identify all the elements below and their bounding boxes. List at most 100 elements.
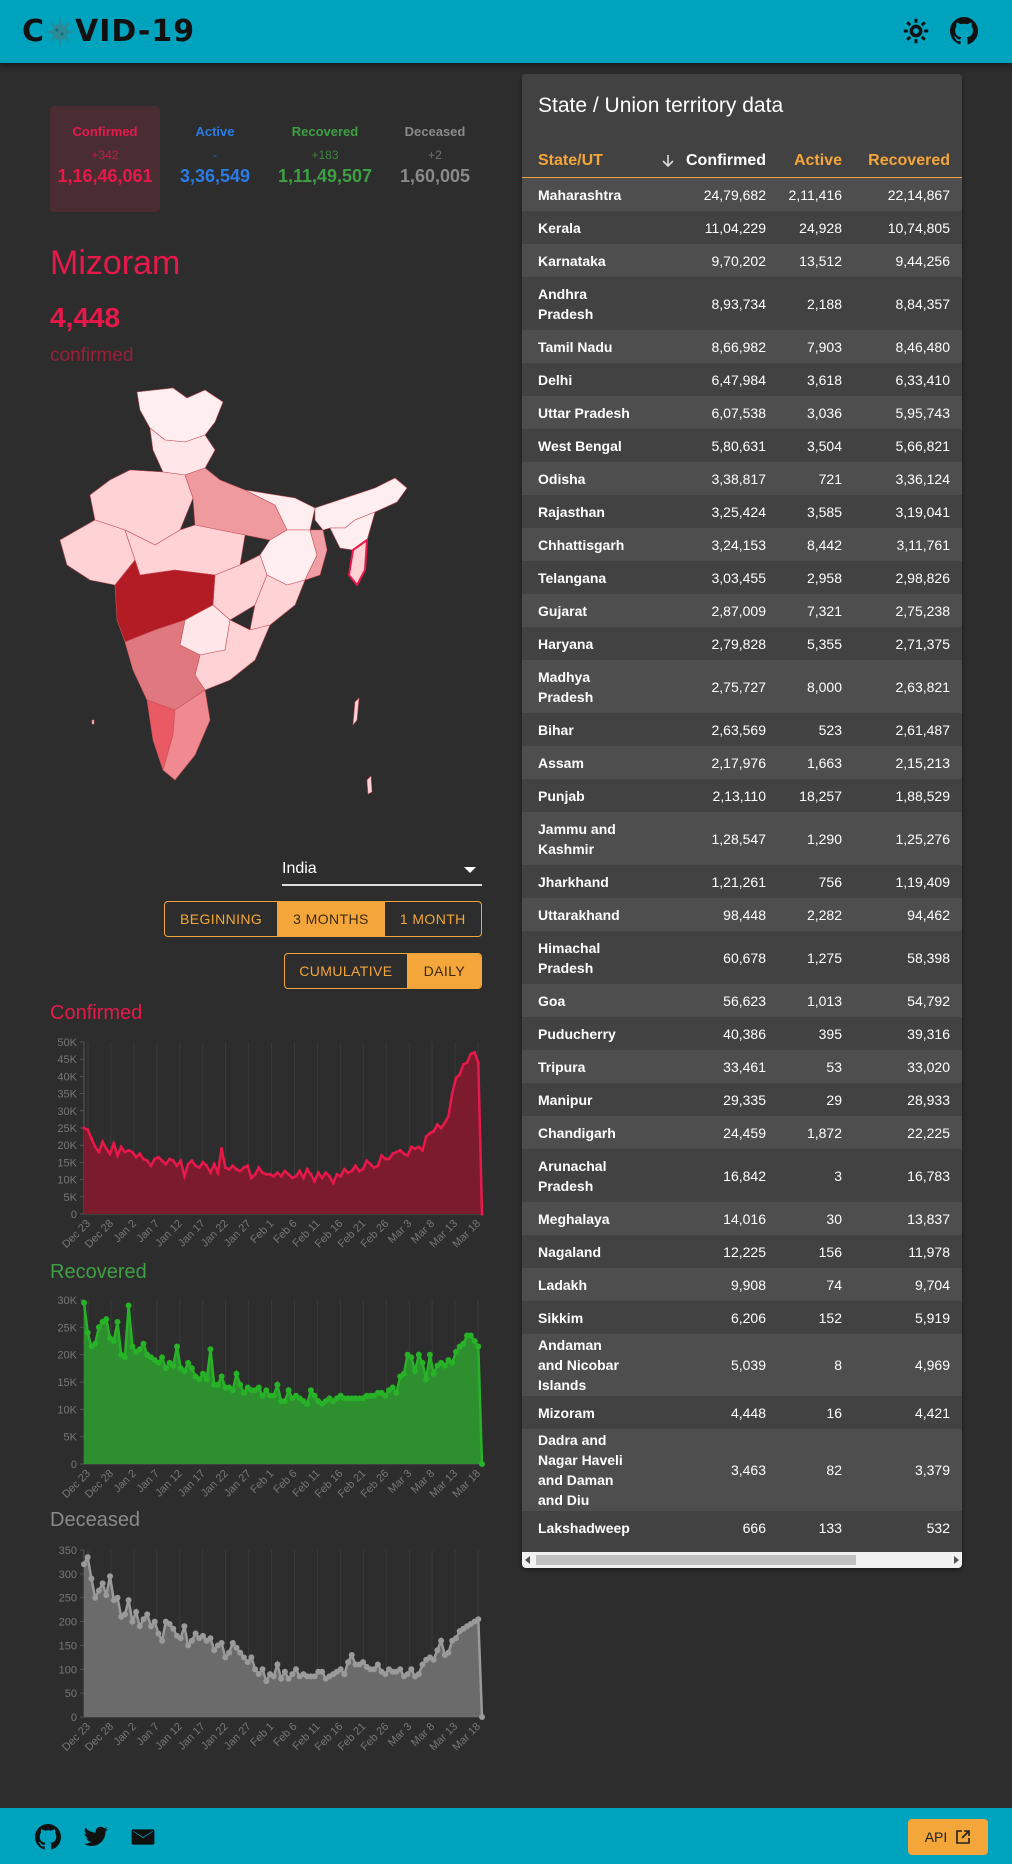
data-point[interactable] — [168, 1157, 172, 1161]
data-point[interactable] — [112, 1142, 116, 1145]
data-point[interactable] — [400, 1370, 407, 1377]
table-row[interactable]: Meghalaya 14,016 30 13,837 — [522, 1202, 962, 1235]
data-point[interactable] — [393, 1389, 400, 1396]
data-point[interactable] — [406, 1154, 410, 1157]
data-point[interactable] — [290, 1176, 294, 1180]
data-point[interactable] — [220, 1147, 224, 1151]
table-row[interactable]: Jharkhand 1,21,261 756 1,19,409 — [522, 865, 962, 898]
data-point[interactable] — [458, 1073, 462, 1077]
data-point[interactable] — [214, 1381, 221, 1388]
data-point[interactable] — [179, 1159, 183, 1163]
data-point[interactable] — [119, 1145, 123, 1149]
data-point[interactable] — [138, 1152, 142, 1156]
data-point[interactable] — [240, 1654, 247, 1661]
data-point[interactable] — [447, 1114, 450, 1118]
table-row[interactable]: Chandigarh 24,459 1,872 22,225 — [522, 1116, 962, 1149]
data-point[interactable] — [181, 1623, 188, 1630]
data-point[interactable] — [235, 1167, 238, 1171]
data-point[interactable] — [252, 1666, 259, 1673]
mode-daily[interactable]: DAILY — [407, 954, 481, 988]
stat-recovered[interactable]: Recovered +183 1,11,49,507 — [270, 106, 380, 212]
data-point[interactable] — [450, 1092, 454, 1096]
table-horizontal-scrollbar[interactable] — [522, 1552, 962, 1568]
data-point[interactable] — [121, 1354, 128, 1361]
data-point[interactable] — [203, 1376, 210, 1383]
data-point[interactable] — [185, 1359, 192, 1366]
data-point[interactable] — [453, 1635, 459, 1642]
data-point[interactable] — [449, 1359, 456, 1366]
data-point[interactable] — [467, 1332, 474, 1339]
data-point[interactable] — [140, 1616, 147, 1623]
data-point[interactable] — [361, 1167, 365, 1171]
data-point[interactable] — [257, 1166, 261, 1170]
data-point[interactable] — [435, 1123, 439, 1127]
data-point[interactable] — [264, 1172, 268, 1176]
data-point[interactable] — [480, 1212, 484, 1216]
data-point[interactable] — [387, 1157, 391, 1161]
data-point[interactable] — [380, 1154, 384, 1157]
data-point[interactable] — [95, 1324, 102, 1331]
data-point[interactable] — [255, 1384, 262, 1391]
data-point[interactable] — [285, 1675, 292, 1682]
mode-cumulative[interactable]: CUMULATIVE — [285, 954, 408, 988]
data-point[interactable] — [305, 1167, 309, 1171]
data-point[interactable] — [155, 1630, 162, 1637]
data-point[interactable] — [200, 1632, 206, 1639]
data-point[interactable] — [177, 1635, 184, 1642]
table-row[interactable]: Telangana 3,03,455 2,958 2,98,826 — [522, 561, 962, 594]
data-point[interactable] — [186, 1162, 190, 1166]
data-point[interactable] — [383, 1157, 387, 1161]
data-point[interactable] — [121, 1611, 128, 1618]
data-point[interactable] — [233, 1644, 240, 1651]
data-point[interactable] — [88, 1575, 95, 1582]
data-point[interactable] — [136, 1623, 143, 1630]
data-point[interactable] — [348, 1652, 355, 1658]
data-point[interactable] — [304, 1400, 311, 1407]
data-point[interactable] — [156, 1155, 160, 1159]
data-point[interactable] — [289, 1671, 296, 1678]
time-range-beginning[interactable]: BEGINNING — [165, 902, 279, 936]
data-point[interactable] — [302, 1176, 305, 1180]
data-point[interactable] — [471, 1338, 478, 1344]
data-point[interactable] — [116, 1154, 119, 1157]
data-point[interactable] — [404, 1671, 411, 1678]
data-point[interactable] — [170, 1362, 177, 1369]
data-point[interactable] — [249, 1176, 253, 1180]
table-row[interactable]: Gujarat 2,87,009 7,321 2,75,238 — [522, 594, 962, 627]
data-point[interactable] — [205, 1164, 209, 1168]
data-point[interactable] — [441, 1362, 448, 1369]
table-row[interactable]: Himachal Pradesh 60,678 1,275 58,398 — [522, 931, 962, 984]
data-point[interactable] — [240, 1389, 247, 1396]
table-row[interactable]: Nagaland 12,225 156 11,978 — [522, 1235, 962, 1268]
data-point[interactable] — [341, 1671, 348, 1678]
data-point[interactable] — [409, 1145, 413, 1149]
data-point[interactable] — [229, 1387, 236, 1394]
data-point[interactable] — [473, 1050, 477, 1054]
data-point[interactable] — [368, 1162, 372, 1166]
table-row[interactable]: Delhi 6,47,984 3,618 6,33,410 — [522, 363, 962, 396]
data-point[interactable] — [103, 1316, 110, 1323]
data-point[interactable] — [335, 1172, 339, 1176]
data-point[interactable] — [469, 1052, 473, 1056]
data-point[interactable] — [281, 1668, 288, 1675]
data-point[interactable] — [223, 1166, 227, 1170]
data-point[interactable] — [145, 1159, 149, 1163]
data-point[interactable] — [82, 1126, 86, 1130]
data-point[interactable] — [311, 1392, 318, 1399]
data-point[interactable] — [339, 1174, 343, 1178]
data-point[interactable] — [316, 1171, 320, 1175]
data-point[interactable] — [309, 1172, 313, 1176]
data-point[interactable] — [272, 1174, 276, 1178]
data-point[interactable] — [226, 1649, 233, 1656]
data-point[interactable] — [311, 1673, 318, 1680]
region-select[interactable]: India — [282, 858, 482, 886]
data-point[interactable] — [454, 1076, 458, 1080]
data-point[interactable] — [408, 1666, 415, 1673]
data-point[interactable] — [81, 1561, 87, 1568]
data-point[interactable] — [136, 1346, 143, 1353]
data-point[interactable] — [413, 1147, 417, 1151]
data-point[interactable] — [84, 1329, 91, 1336]
data-point[interactable] — [259, 1392, 266, 1399]
